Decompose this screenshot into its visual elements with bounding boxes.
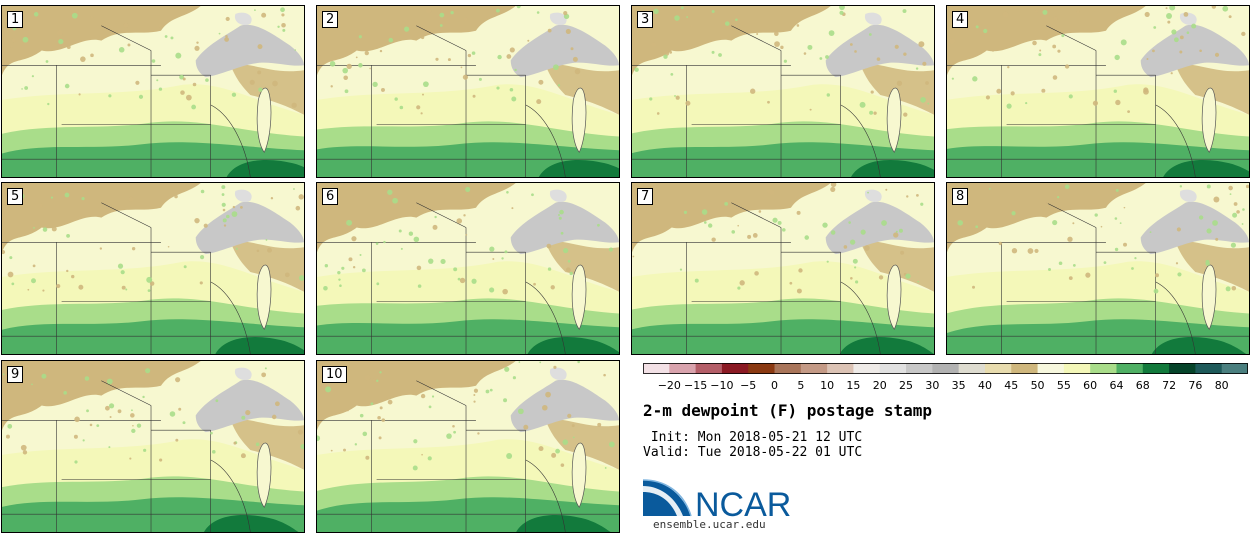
dewpoint-map (2, 361, 304, 532)
colorbar-swatch (879, 363, 907, 374)
colorbar-tick-label: 64 (1109, 379, 1124, 392)
valid-time: Valid: Tue 2018-05-22 01 UTC (643, 445, 863, 460)
colorbar-tick-label: 20 (872, 379, 887, 392)
panel-number: 6 (322, 188, 339, 205)
member-panel-7: 7 (631, 182, 935, 355)
colorbar-tick-label: 80 (1214, 379, 1229, 392)
member-panel-1: 1 (1, 5, 305, 178)
colorbar-tick-label: 50 (1030, 379, 1045, 392)
member-panel-4: 4 (946, 5, 1250, 178)
colorbar-tick-label: 35 (951, 379, 966, 392)
colorbar-swatch (1221, 363, 1248, 374)
dewpoint-map (317, 183, 619, 354)
colorbar-tick-label: 0 (771, 379, 779, 392)
colorbar-tick-label: −5 (740, 379, 757, 392)
panel-number: 8 (952, 188, 969, 205)
panel-number: 3 (637, 11, 654, 28)
panel-number: 1 (7, 11, 24, 28)
colorbar-swatch (1063, 363, 1091, 374)
colorbar-swatch (1090, 363, 1117, 374)
ncar-logo: NCAR (643, 479, 791, 522)
dewpoint-map (317, 361, 619, 532)
colorbar-swatch (800, 363, 828, 374)
colorbar-swatch (827, 363, 854, 374)
colorbar-swatch (958, 363, 986, 374)
colorbar-tick-label: 10 (820, 379, 835, 392)
colorbar-swatch (643, 363, 670, 374)
member-panel-10: 10 (316, 360, 620, 533)
member-panel-3: 3 (631, 5, 935, 178)
colorbar-swatch (748, 363, 776, 374)
colorbar-tick-label: 40 (977, 379, 992, 392)
colorbar-swatch (1142, 363, 1170, 374)
member-panel-9: 9 (1, 360, 305, 533)
colorbar-tick-label: 15 (846, 379, 861, 392)
colorbar-swatch (932, 363, 960, 374)
dewpoint-map (2, 6, 304, 177)
panel-number: 10 (322, 366, 347, 383)
colorbar-tick-label: 30 (925, 379, 940, 392)
plot-title: 2-m dewpoint (F) postage stamp (643, 401, 932, 420)
member-panel-8: 8 (946, 182, 1250, 355)
panel-number: 9 (7, 366, 24, 383)
colorbar-tick-label: 68 (1135, 379, 1150, 392)
colorbar-swatch (1195, 363, 1223, 374)
dewpoint-map (947, 6, 1249, 177)
dewpoint-map (947, 183, 1249, 354)
colorbar-tick-label: −20 (657, 379, 681, 392)
panel-number: 2 (322, 11, 339, 28)
colorbar-swatch (853, 363, 881, 374)
panel-number: 7 (637, 188, 654, 205)
colorbar-tick-label: 45 (1004, 379, 1019, 392)
colorbar-tick-label: 55 (1056, 379, 1071, 392)
panel-number: 4 (952, 11, 969, 28)
panel-number: 5 (7, 188, 24, 205)
colorbar-swatch (669, 363, 697, 374)
colorbar-swatch (721, 363, 749, 374)
dewpoint-map (632, 6, 934, 177)
colorbar-tick-label: 5 (797, 379, 805, 392)
colorbar-swatch (695, 363, 723, 374)
colorbar-swatch (906, 363, 933, 374)
ncar-wordmark: NCAR (695, 486, 791, 522)
member-panel-5: 5 (1, 182, 305, 355)
colorbar-tick-label: 60 (1083, 379, 1098, 392)
member-panel-6: 6 (316, 182, 620, 355)
member-panel-2: 2 (316, 5, 620, 178)
colorbar-ticks: −20 −15 −10 −5 0 5 10 15 20 25 30 35 40 45 50 55 60 64 68 7… (643, 379, 1248, 393)
dewpoint-map (2, 183, 304, 354)
dewpoint-map (317, 6, 619, 177)
init-time: Init: Mon 2018-05-21 12 UTC (643, 430, 863, 445)
dewpoint-map (632, 183, 934, 354)
colorbar-swatch (1116, 363, 1144, 374)
colorbar-tick-label: 72 (1162, 379, 1177, 392)
colorbar-tick-label: −10 (710, 379, 734, 392)
ncar-url: ensemble.ucar.edu (653, 518, 766, 531)
colorbar-swatch (1011, 363, 1039, 374)
colorbar-tick-label: −15 (683, 379, 708, 392)
dewpoint-colorbar (643, 363, 1248, 374)
colorbar-swatch (1037, 363, 1065, 374)
colorbar-tick-label: 25 (899, 379, 914, 392)
colorbar-tick-label: 76 (1188, 379, 1203, 392)
colorbar-swatch (774, 363, 802, 374)
colorbar-swatch (984, 363, 1012, 374)
colorbar-swatch (1169, 363, 1196, 374)
